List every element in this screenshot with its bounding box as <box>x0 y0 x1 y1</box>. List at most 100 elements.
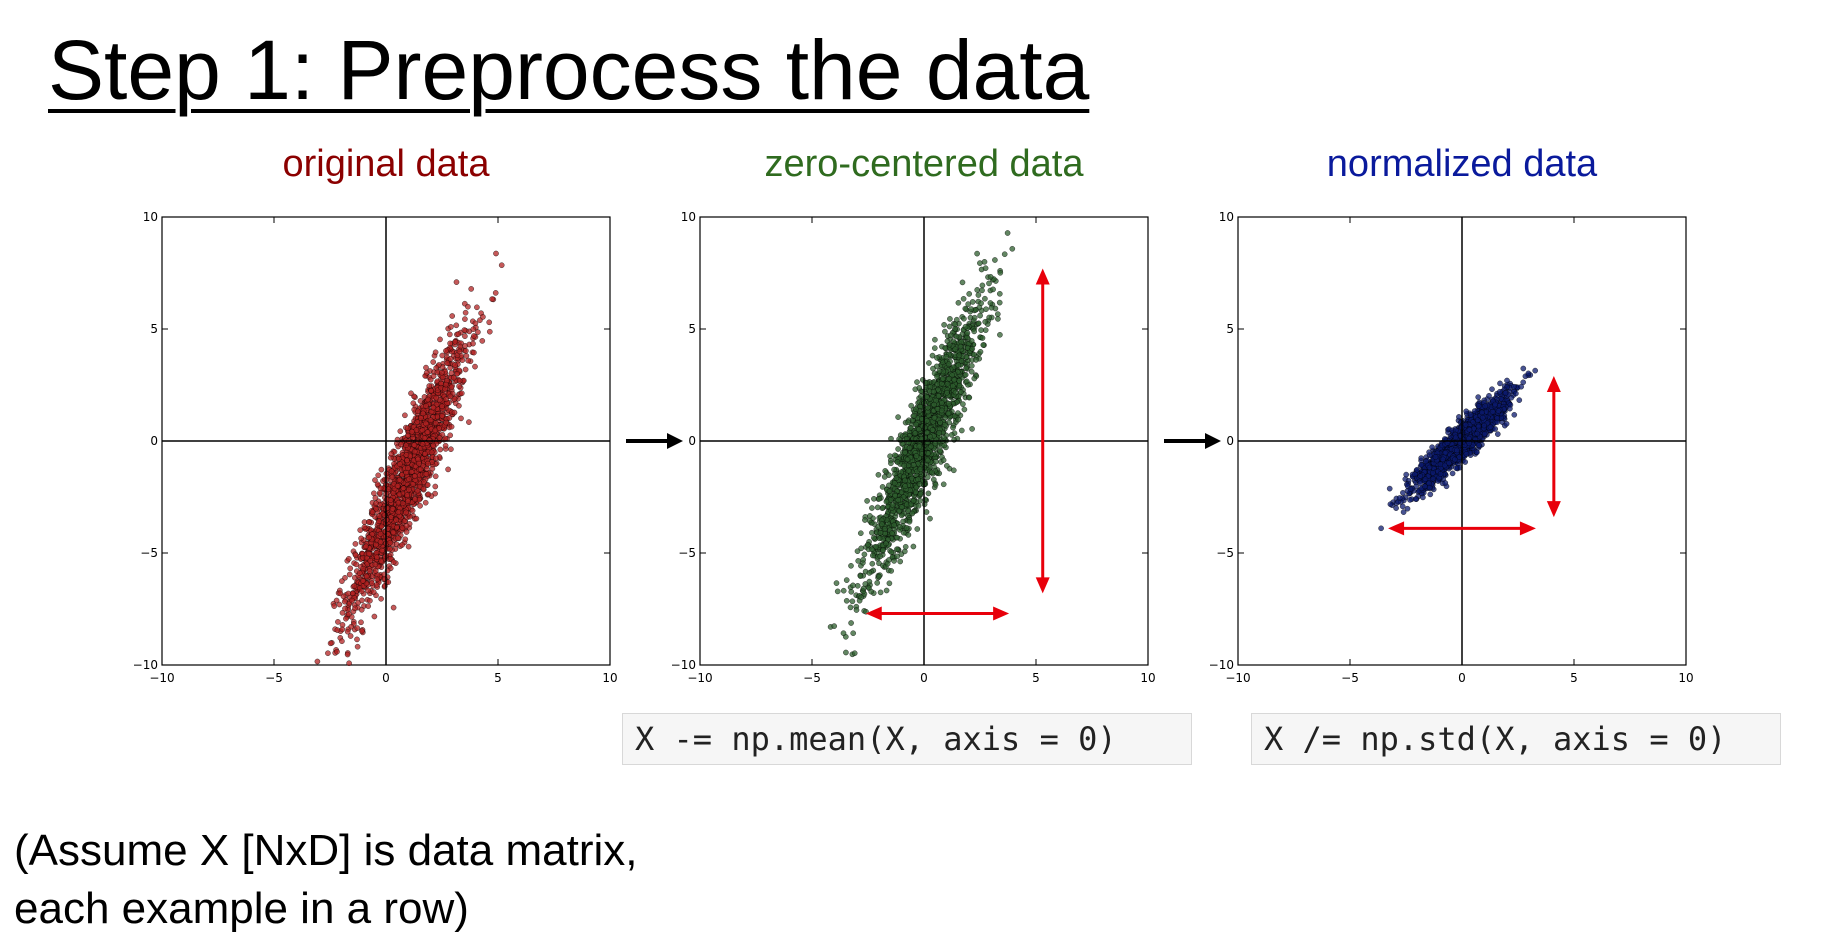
scatter-point <box>339 579 344 584</box>
scatter-point <box>929 470 934 475</box>
scatter-point <box>995 312 1000 317</box>
scatter-point <box>457 349 462 354</box>
scatter-point <box>463 367 468 372</box>
scatter-point <box>878 590 883 595</box>
scatter-point <box>933 459 938 464</box>
scatter-point <box>1404 472 1409 477</box>
scatter-point <box>875 505 880 510</box>
scatter-point <box>978 349 983 354</box>
scatter-point <box>832 624 837 629</box>
scatter-point <box>942 322 947 327</box>
scatter-point <box>371 590 376 595</box>
scatter-point <box>960 280 965 285</box>
scatter-point <box>443 420 448 425</box>
scatter-point <box>917 482 922 487</box>
scatter-point <box>944 354 949 359</box>
scatter-point <box>926 451 931 456</box>
scatter-point <box>970 426 975 431</box>
scatter-point <box>938 420 943 425</box>
scatter-point <box>431 405 436 410</box>
scatter-point <box>954 334 959 339</box>
scatter-point <box>867 518 872 523</box>
scatter-point <box>462 328 467 333</box>
scatter-point <box>471 327 476 332</box>
scatter-point <box>352 583 357 588</box>
x-tick-label: 5 <box>494 671 502 685</box>
scatter-point <box>983 319 988 324</box>
scatter-point <box>430 466 435 471</box>
scatter-point <box>376 473 381 478</box>
scatter-point <box>979 328 984 333</box>
scatter-point <box>449 424 454 429</box>
scatter-point <box>880 506 885 511</box>
scatter-point <box>929 444 934 449</box>
scatter-point <box>912 413 917 418</box>
scatter-point <box>403 537 408 542</box>
scatter-point <box>939 400 944 405</box>
x-tick-label: 0 <box>382 671 390 685</box>
scatter-point <box>448 433 453 438</box>
scatter-point <box>844 598 849 603</box>
scatter-point <box>930 366 935 371</box>
scatter-point <box>916 427 921 432</box>
scatter-point <box>390 506 395 511</box>
scatter-point <box>982 296 987 301</box>
scatter-point <box>964 379 969 384</box>
scatter-point <box>471 333 476 338</box>
scatter-point <box>443 348 448 353</box>
scatter-point <box>372 614 377 619</box>
scatter-point <box>454 280 459 285</box>
scatter-point <box>412 449 417 454</box>
scatter-point <box>982 259 987 264</box>
scatter-point <box>848 563 853 568</box>
scatter-point <box>378 486 383 491</box>
scatter-point <box>980 335 985 340</box>
scatter-point <box>849 620 854 625</box>
scatter-point <box>972 376 977 381</box>
scatter-point <box>916 503 921 508</box>
scatter-point <box>946 362 951 367</box>
scatter-point <box>885 561 890 566</box>
scatter-point <box>963 306 968 311</box>
scatter-point <box>997 291 1002 296</box>
scatter-point <box>878 530 883 535</box>
scatter-point <box>401 486 406 491</box>
scatter-point <box>448 356 453 361</box>
scatter-point <box>986 281 991 286</box>
scatter-point <box>391 560 396 565</box>
scatter-point <box>902 549 907 554</box>
scatter-point <box>390 475 395 480</box>
scatter-point <box>906 468 911 473</box>
scatter-point <box>359 589 364 594</box>
scatter-point <box>456 403 461 408</box>
chart-title: zero-centered data <box>765 143 1085 185</box>
scatter-point <box>423 403 428 408</box>
scatter-point <box>944 390 949 395</box>
x-tick-label: 10 <box>602 671 617 685</box>
scatter-point <box>894 547 899 552</box>
scatter-point <box>402 413 407 418</box>
scatter-point <box>915 526 920 531</box>
scatter-point <box>981 342 986 347</box>
scatter-point <box>409 429 414 434</box>
scatter-point <box>417 461 422 466</box>
scatter-point <box>424 370 429 375</box>
scatter-point <box>877 496 882 501</box>
scatter-point <box>883 468 888 473</box>
scatter-point <box>932 402 937 407</box>
scatter-point <box>942 422 947 427</box>
scatter-point <box>414 516 419 521</box>
scatter-point <box>377 514 382 519</box>
scatter-point <box>433 420 438 425</box>
scatter-point <box>973 357 978 362</box>
scatter-point <box>366 604 371 609</box>
scatter-point <box>949 432 954 437</box>
scatter-point <box>415 420 420 425</box>
scatter-point <box>963 324 968 329</box>
scatter-point <box>978 313 983 318</box>
scatter-point <box>879 522 884 527</box>
scatter-point <box>1476 395 1481 400</box>
scatter-point <box>950 384 955 389</box>
scatter-point <box>850 599 855 604</box>
scatter-point <box>989 305 994 310</box>
